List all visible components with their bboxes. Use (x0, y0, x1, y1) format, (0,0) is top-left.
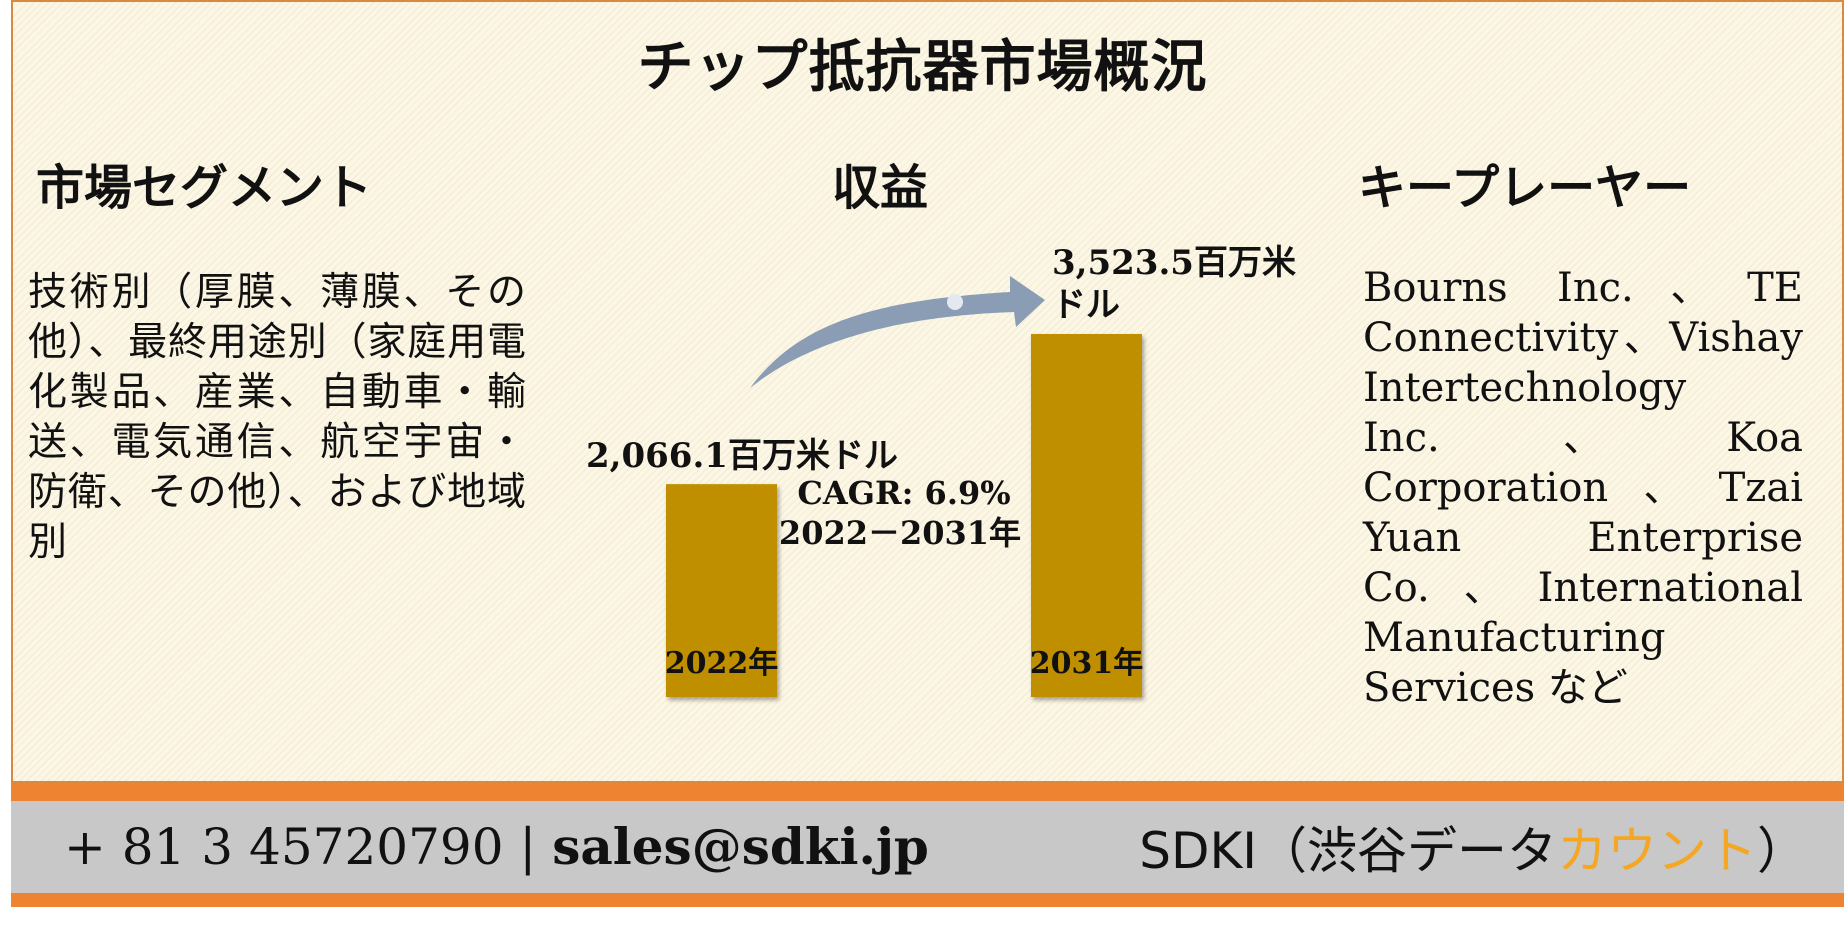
growth-arrow (750, 276, 1045, 388)
arrow-dot (947, 294, 963, 310)
revenue-heading: 収益 (832, 160, 929, 216)
email-link[interactable]: sales@sdki.jp (552, 817, 929, 876)
contact-info: + 81 3 45720790 | sales@sdki.jp (64, 817, 929, 876)
category-label-2: 2031年 (1030, 646, 1144, 681)
revenue-chart: 2022年 2,066.1百万米ドル 2031年 3,523.5百万米ドル CAGR: … (586, 243, 1296, 697)
growth-arrow-shape (750, 276, 1045, 388)
value-label-2: 3,523.5百万米ドル (1052, 243, 1296, 325)
category-label-1: 2022年 (665, 646, 779, 681)
brand-accent: カウント (1557, 822, 1757, 880)
page-title: チップ抵抗器市場概況 (637, 34, 1208, 100)
bar-2 (1031, 334, 1142, 697)
cagr-label: CAGR: 6.9% (797, 474, 1010, 512)
contact-separator: | (519, 818, 537, 876)
brand-name: SDKI（渋谷データカウント） (1139, 811, 1807, 883)
content-panel (11, 0, 1844, 783)
phone-number: + 81 3 45720790 (64, 818, 504, 876)
value-label-1: 2,066.1百万米ドル (586, 436, 898, 476)
footer-bar (11, 801, 1844, 893)
cagr-period-label: 2022－2031年 (779, 514, 1021, 552)
key-players-heading: キープレーヤー (1358, 160, 1692, 216)
brand-suffix: ） (1757, 822, 1807, 880)
brand-prefix: SDKI（渋谷データ (1139, 822, 1557, 880)
segment-heading: 市場セグメント (36, 160, 373, 216)
key-players-text: Bourns Inc.、TE Connectivity、Vishay Inter… (1363, 265, 1803, 711)
footer-bottom-stripe (11, 893, 1844, 907)
footer-top-stripe (11, 783, 1844, 801)
bar-1 (666, 484, 777, 697)
segment-text: 技術別（厚膜、薄膜、その他）、最終用途別（家庭用電化製品、産業、自動車・輸送、電… (28, 270, 526, 565)
